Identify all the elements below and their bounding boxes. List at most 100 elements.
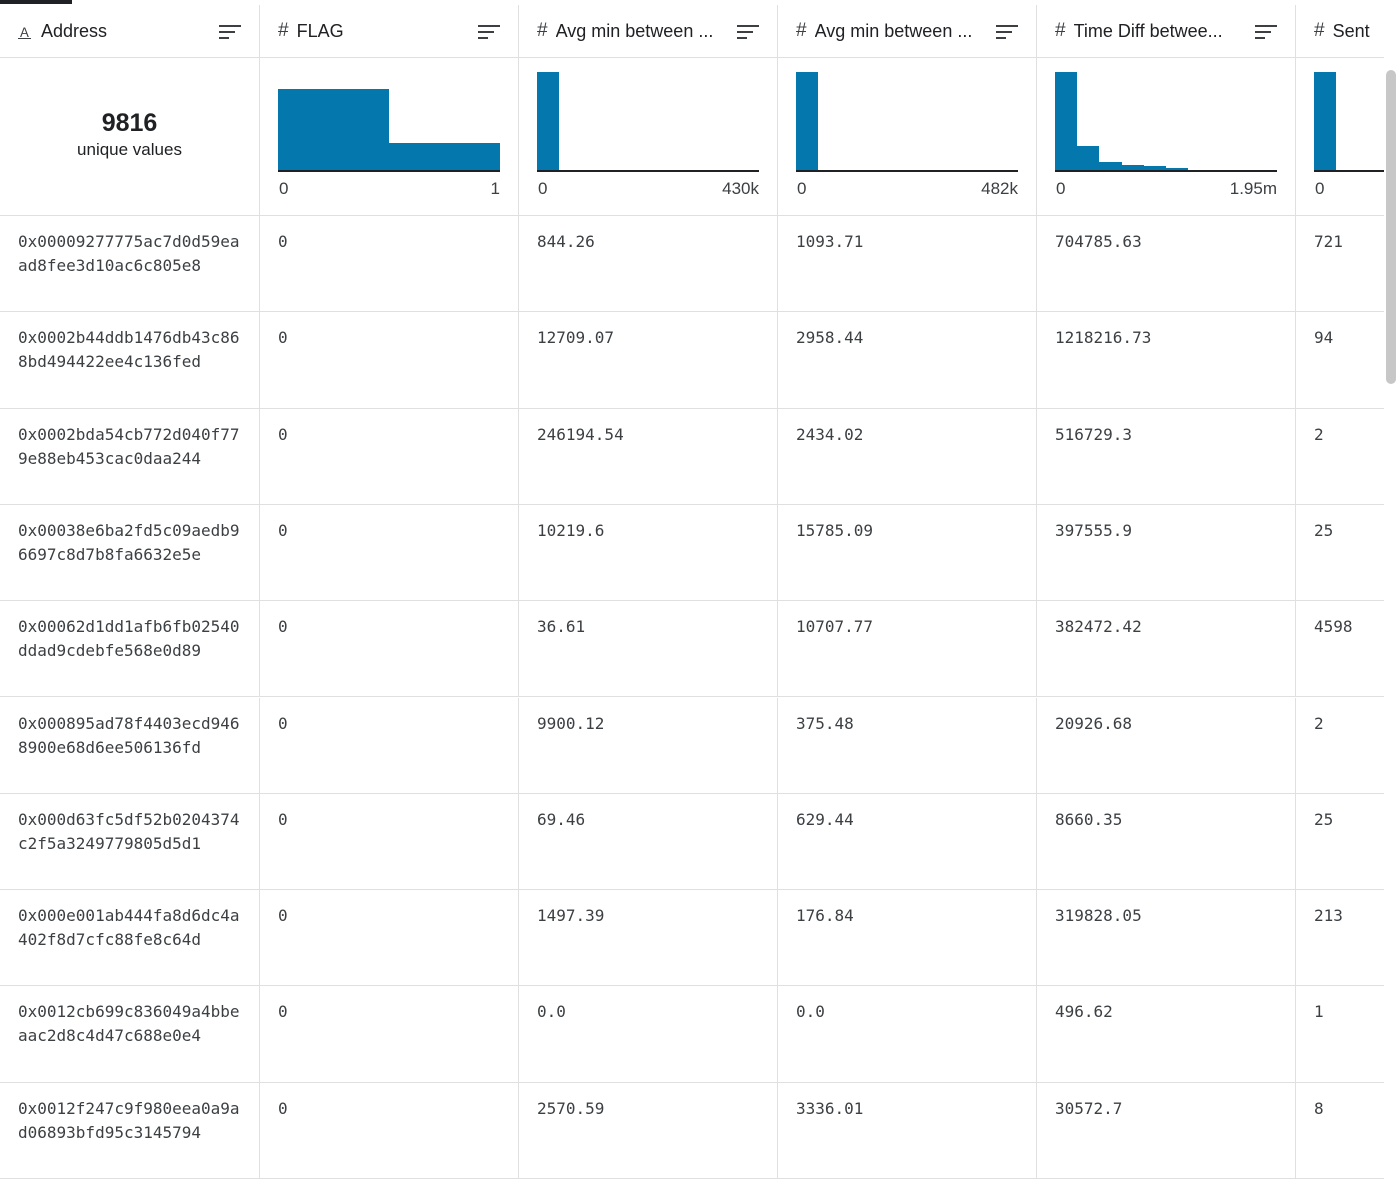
avg-min-sent-cell: 246194.54 bbox=[519, 408, 778, 504]
histogram-bar[interactable] bbox=[1143, 166, 1166, 172]
avg-min-sent-cell: 10219.6 bbox=[519, 504, 778, 601]
column-header-flag[interactable]: # FLAG bbox=[260, 5, 519, 57]
active-tab-indicator bbox=[0, 0, 72, 4]
avg-min-sent-cell: 9900.12 bbox=[519, 697, 778, 793]
histogram-axis bbox=[1314, 170, 1384, 172]
avg-min-received-cell: 3336.01 bbox=[778, 1082, 1037, 1178]
column-header-avg-min-2[interactable]: # Avg min between ... bbox=[778, 5, 1037, 57]
sent-cell: 4598 bbox=[1314, 617, 1353, 637]
histogram-bar[interactable] bbox=[1121, 165, 1144, 172]
avg-min-received-cell: 176.84 bbox=[778, 890, 1037, 986]
histogram-axis bbox=[278, 170, 500, 172]
address-cell: 0x000d63fc5df52b0204374c2f5a3249779805d5… bbox=[0, 793, 260, 890]
numeric-type-icon: # bbox=[278, 20, 289, 41]
histogram-bar[interactable] bbox=[389, 143, 500, 172]
table-row: 0x00038e6ba2fd5c09aedb96697c8d7b8fa6632e… bbox=[0, 504, 1384, 602]
sort-icon[interactable] bbox=[1255, 23, 1277, 39]
histogram-chart[interactable] bbox=[1055, 70, 1277, 172]
column-label: Avg min between ... bbox=[814, 20, 973, 41]
flag-cell: 0 bbox=[260, 408, 519, 504]
column-label: Avg min between ... bbox=[555, 20, 714, 41]
column-label: Address bbox=[41, 20, 108, 41]
histogram-bar[interactable] bbox=[537, 72, 560, 172]
column-header-sent[interactable]: # Sent bbox=[1296, 5, 1384, 57]
time-diff-cell: 1218216.73 bbox=[1037, 312, 1296, 408]
sent-cell: 1 bbox=[1314, 1002, 1324, 1022]
numeric-type-icon: # bbox=[1314, 20, 1325, 41]
histogram-bar[interactable] bbox=[796, 72, 819, 172]
avg-min-received-cell: 629.44 bbox=[778, 793, 1037, 890]
flag-cell: 0 bbox=[260, 890, 519, 986]
histogram-bar[interactable] bbox=[1099, 162, 1122, 172]
table-row: 0x000e001ab444fa8d6dc4a402f8d7cfc88fe8c6… bbox=[0, 890, 1384, 987]
table-row: 0x0002bda54cb772d040f779e88eb453cac0daa2… bbox=[0, 408, 1384, 505]
time-diff-cell: 397555.9 bbox=[1037, 504, 1296, 601]
column-label: Time Diff betwee... bbox=[1073, 20, 1223, 41]
table-row: 0x000895ad78f4403ecd9468900e68d6ee506136… bbox=[0, 697, 1384, 794]
sort-icon[interactable] bbox=[478, 23, 500, 39]
histogram-cell: 0 1.95m bbox=[1037, 57, 1296, 215]
sent-cell: 25 bbox=[1314, 809, 1334, 829]
avg-min-sent-cell: 2570.59 bbox=[519, 1082, 778, 1178]
sent-cell: 721 bbox=[1314, 232, 1343, 251]
histogram-axis bbox=[537, 170, 759, 172]
avg-min-received-cell: 375.48 bbox=[778, 697, 1037, 793]
column-header-address[interactable]: Ａ Address bbox=[0, 5, 260, 57]
flag-cell: 0 bbox=[260, 312, 519, 408]
time-diff-cell: 30572.7 bbox=[1037, 1082, 1296, 1178]
sort-icon[interactable] bbox=[737, 23, 759, 39]
histogram-min: 0 bbox=[538, 179, 548, 198]
sent-cell: 94 bbox=[1314, 328, 1334, 348]
table-row: 0x0012f247c9f980eea0a9ad06893bfd95c31457… bbox=[0, 1082, 1384, 1179]
column-header-avg-min-1[interactable]: # Avg min between ... bbox=[519, 5, 778, 57]
histogram-max: 482k bbox=[981, 179, 1018, 198]
histogram-bar[interactable] bbox=[1077, 146, 1100, 172]
sent-cell: 213 bbox=[1314, 906, 1343, 926]
numeric-type-icon: # bbox=[1055, 20, 1066, 41]
histogram-chart[interactable] bbox=[278, 70, 500, 172]
address-cell: 0x00009277775ac7d0d59eaad8fee3d10ac6c805… bbox=[0, 216, 260, 312]
avg-min-received-cell: 0.0 bbox=[778, 986, 1037, 1082]
avg-min-sent-cell: 844.26 bbox=[519, 216, 778, 312]
histogram-chart[interactable] bbox=[537, 70, 759, 172]
histogram-chart[interactable] bbox=[1314, 70, 1384, 172]
histogram-min: 0 bbox=[797, 179, 807, 198]
column-label: FLAG bbox=[296, 20, 344, 41]
sent-cell: 2 bbox=[1314, 713, 1324, 733]
histogram-bar[interactable] bbox=[1055, 72, 1078, 172]
table-row: 0x00062d1dd1afb6fb02540ddad9cdebfe568e0d… bbox=[0, 601, 1384, 698]
table-row: 0x0002b44ddb1476db43c868bd494422ee4c136f… bbox=[0, 312, 1384, 409]
histogram-cell: 0 430k bbox=[519, 57, 778, 215]
histogram-cell: 0 bbox=[1296, 57, 1384, 215]
column-header-time-diff[interactable]: # Time Diff betwee... bbox=[1037, 5, 1296, 57]
time-diff-cell: 319828.05 bbox=[1037, 890, 1296, 986]
histogram-min: 0 bbox=[279, 179, 289, 198]
vertical-scrollbar[interactable] bbox=[1386, 70, 1396, 384]
avg-min-received-cell: 15785.09 bbox=[778, 504, 1037, 601]
histogram-bar[interactable] bbox=[278, 89, 389, 172]
avg-min-received-cell: 10707.77 bbox=[778, 601, 1037, 697]
avg-min-sent-cell: 1497.39 bbox=[519, 890, 778, 986]
flag-cell: 0 bbox=[260, 216, 519, 312]
histogram-bar[interactable] bbox=[1314, 72, 1336, 172]
unique-label: unique values bbox=[77, 140, 182, 159]
flag-cell: 0 bbox=[260, 1082, 519, 1178]
flag-cell: 0 bbox=[260, 697, 519, 793]
avg-min-received-cell: 2434.02 bbox=[778, 408, 1037, 504]
histogram-chart[interactable] bbox=[796, 70, 1018, 172]
histogram-min: 0 bbox=[1315, 179, 1325, 198]
avg-min-received-cell: 2958.44 bbox=[778, 312, 1037, 408]
sort-icon[interactable] bbox=[219, 23, 241, 39]
address-cell: 0x0002bda54cb772d040f779e88eb453cac0daa2… bbox=[0, 408, 260, 504]
histogram-max: 430k bbox=[722, 179, 759, 198]
sort-icon[interactable] bbox=[996, 23, 1018, 39]
time-diff-cell: 382472.42 bbox=[1037, 601, 1296, 697]
address-cell: 0x000e001ab444fa8d6dc4a402f8d7cfc88fe8c6… bbox=[0, 890, 260, 986]
avg-min-received-cell: 1093.71 bbox=[778, 216, 1037, 312]
flag-cell: 0 bbox=[260, 601, 519, 697]
flag-cell: 0 bbox=[260, 986, 519, 1082]
histogram-axis bbox=[1055, 170, 1277, 172]
histogram-axis bbox=[796, 170, 1018, 172]
